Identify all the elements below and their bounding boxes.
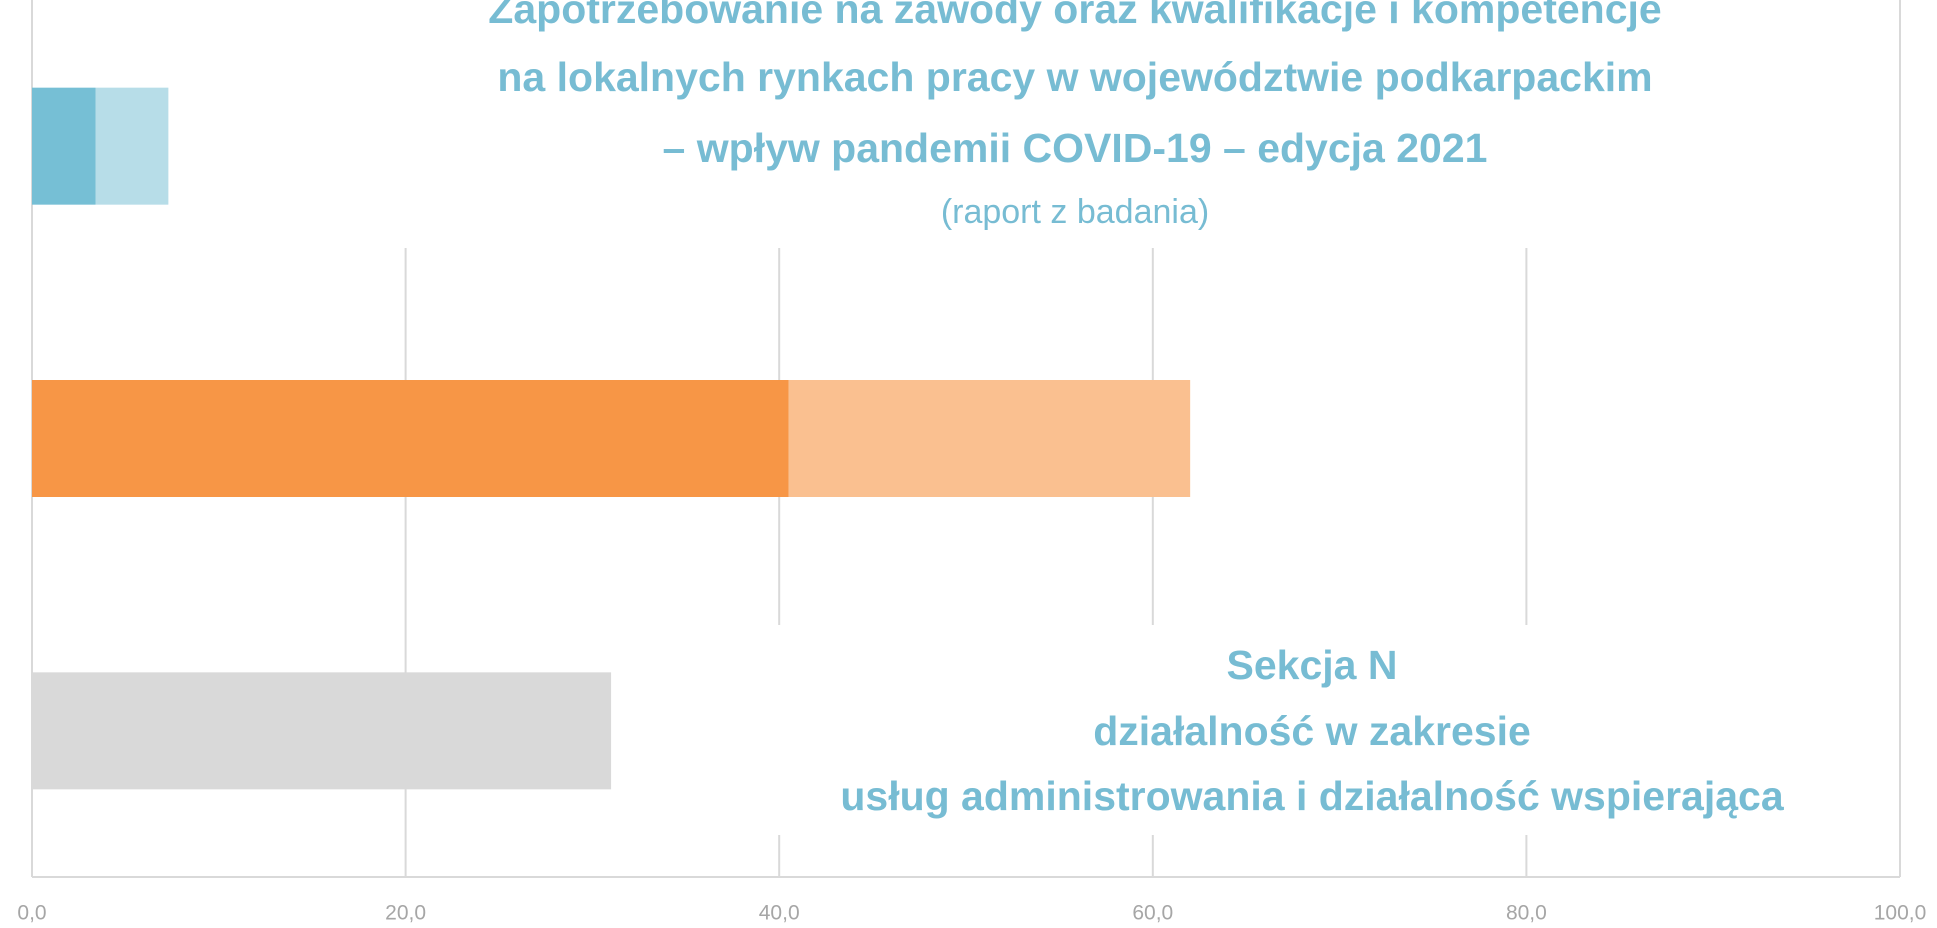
title-line: na lokalnych rynkach pracy w województwi… [497,54,1652,100]
x-tick-label: 40,0 [759,902,800,925]
x-tick-label: 60,0 [1132,902,1173,925]
annotation-line: Sekcja N [1227,642,1398,688]
x-tick-label: 20,0 [385,902,426,925]
subtitle: (raport z badania) [941,193,1209,231]
annotation-box [770,625,1880,835]
title-box [390,0,1760,248]
bar-segment [788,380,1191,497]
x-tick-label: 80,0 [1506,902,1547,925]
bars [32,87,1191,790]
bar-segment [32,672,612,790]
annotation-line: działalność w zakresie [1093,708,1531,754]
annotation-line: usług administrowania i działalność wspi… [840,773,1784,819]
bar-segment [95,87,169,205]
x-tick-label: 0,0 [17,902,46,925]
title-line: – wpływ pandemii COVID-19 – edycja 2021 [663,125,1488,171]
title-line: Zapotrzebowanie na zawody oraz kwalifika… [488,0,1661,32]
bar-segment [32,87,96,205]
x-tick-label: 100,0 [1874,902,1927,925]
bar-segment [32,380,789,497]
